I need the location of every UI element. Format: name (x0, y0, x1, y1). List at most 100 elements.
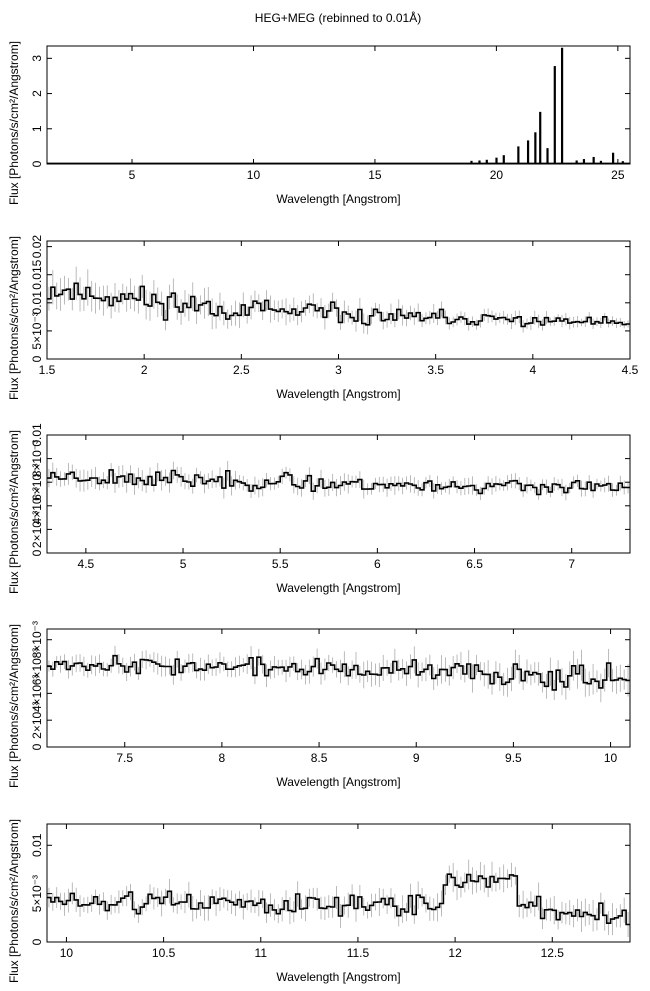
emission-line (599, 160, 603, 164)
y-tick-label: 0.01 (30, 291, 44, 315)
axes-frame (46, 823, 631, 943)
x-tick-label: 8.5 (311, 751, 328, 765)
emission-line (534, 132, 537, 164)
y-tick-label: 2×10⁻³ (30, 511, 44, 548)
plot-area (47, 859, 630, 938)
y-axis-label: Flux [Photons/s/cm²/Angstrom] (7, 41, 21, 205)
plot-area (47, 645, 630, 703)
figure-title: HEG+MEG (rebinned to 0.01Å) (255, 10, 421, 25)
spectrum-histogram (47, 282, 630, 328)
y-tick-label: 4×10⁻³ (30, 675, 44, 712)
emission-line (526, 140, 530, 164)
x-tick-label: 5 (180, 557, 187, 571)
x-tick-label: 12 (448, 946, 462, 960)
x-axis-label: Wavelength [Angstrom] (276, 581, 400, 595)
y-axis-label: Flux [Photons/s/cm²/Angstrom] (7, 236, 21, 400)
y-tick-label: 0 (30, 743, 44, 750)
y-tick-label: 0 (30, 355, 44, 362)
y-tick-label: 0.02 (30, 235, 44, 259)
x-axis-label: Wavelength [Angstrom] (276, 775, 400, 789)
panel-1: 5 10 15 20 25 0 1 2 3 Wavelength [Angstrom] Flux [… (7, 41, 631, 206)
emission-line (621, 161, 624, 164)
plot-area (47, 266, 630, 335)
x-tick-label: 1.5 (39, 363, 56, 377)
x-tick-label: 12.5 (541, 946, 565, 960)
x-tick-label: 11.5 (347, 946, 370, 960)
x-tick-label: 25 (611, 168, 625, 182)
x-tick-label: 2.5 (233, 363, 250, 377)
x-axis-label: Wavelength [Angstrom] (276, 970, 400, 984)
y-tick-label: 0.01 (30, 423, 44, 447)
y-tick-label: 6×10⁻³ (30, 464, 44, 501)
axes-frame (46, 628, 631, 748)
y-tick-label: 0 (30, 938, 44, 945)
spectrum-histogram (47, 469, 630, 496)
emission-line (582, 159, 586, 164)
x-tick-label: 6.5 (466, 557, 483, 571)
emission-line (502, 155, 505, 164)
plot-area (47, 460, 630, 501)
x-tick-label: 5.5 (272, 557, 289, 571)
emission-line (611, 152, 615, 164)
emission-line (539, 111, 542, 164)
y-tick-label: 5×10⁻³ (30, 312, 44, 349)
x-tick-label: 10.5 (152, 946, 176, 960)
y-tick-label: 2×10⁻³ (30, 701, 44, 738)
y-tick-label: 2 (30, 90, 44, 97)
x-tick-label: 10 (247, 168, 261, 182)
axes-frame (46, 434, 631, 554)
y-tick-label: 8×10⁻³ (30, 621, 44, 658)
y-tick-label: 0.01 (30, 833, 44, 857)
panel-4: 7.5 8 8.5 9 9.5 10 0 2×10⁻³4×10⁻³6×10⁻³8×10⁻³ Wa… (7, 621, 631, 789)
panel-5: 10 10.5 11 11.5 12 12.5 0 5×10⁻³ 0.01 Wavelength … (7, 819, 631, 984)
plot-area (47, 47, 630, 164)
emission-line (553, 66, 556, 164)
x-tick-label: 4 (529, 363, 536, 377)
x-axis-label: Wavelength [Angstrom] (276, 192, 400, 206)
emission-line (485, 159, 488, 164)
x-tick-label: 4.5 (78, 557, 95, 571)
y-tick-label: 5×10⁻³ (30, 875, 44, 912)
x-tick-label: 6 (374, 557, 381, 571)
x-tick-label: 8 (219, 751, 226, 765)
x-tick-label: 9 (413, 751, 420, 765)
y-axis-label: Flux [Photons/s/cm²/Angstrom] (7, 430, 21, 594)
x-tick-label: 9.5 (505, 751, 522, 765)
y-tick-label: 0.015 (30, 259, 44, 289)
x-tick-label: 4.5 (622, 363, 639, 377)
y-axis-label: Flux [Photons/s/cm²/Angstrom] (7, 819, 21, 983)
y-tick-label: 8×10⁻³ (30, 440, 44, 477)
x-tick-label: 7 (568, 557, 575, 571)
panel-3: 4.5 5 5.5 6 6.5 7 02×10⁻³4×10⁻³6×10⁻³8×10⁻³0.0… (7, 423, 631, 595)
y-tick-label: 1 (30, 125, 44, 132)
emission-line (478, 160, 481, 164)
x-tick-label: 3 (335, 363, 342, 377)
y-tick-label: 4×10⁻³ (30, 487, 44, 524)
emission-line (546, 148, 549, 164)
spectrum-histogram (47, 873, 630, 926)
x-tick-label: 3.5 (427, 363, 444, 377)
emission-line (560, 47, 564, 164)
y-axis-label: Flux [Photons/s/cm²/Angstrom] (7, 624, 21, 788)
x-tick-label: 20 (490, 168, 504, 182)
emission-line (470, 160, 473, 164)
x-tick-label: 10 (604, 751, 618, 765)
x-tick-label: 7.5 (116, 751, 133, 765)
axes-frame (46, 45, 631, 165)
y-tick-label: 0 (30, 160, 44, 167)
x-tick-label: 11 (255, 946, 268, 960)
emission-line (575, 160, 578, 164)
x-tick-label: 2 (141, 363, 148, 377)
spectrum-histogram (47, 654, 630, 691)
x-tick-label: 15 (368, 168, 382, 182)
x-tick-label: 10 (60, 946, 74, 960)
x-tick-label: 5 (129, 168, 136, 182)
emission-line (592, 156, 595, 164)
y-tick-label: 6×10⁻³ (30, 648, 44, 685)
x-axis-label: Wavelength [Angstrom] (276, 387, 400, 401)
y-tick-label: 0 (30, 549, 44, 556)
emission-line (517, 146, 520, 164)
